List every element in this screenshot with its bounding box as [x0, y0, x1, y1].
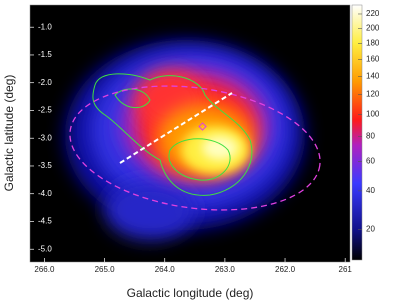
colorbar-tick-label: 120 [366, 90, 380, 99]
colorbar-tick-label: 40 [366, 186, 375, 195]
colorbar-tick-label: 200 [366, 23, 380, 32]
colorbar-tick-label: 160 [366, 54, 380, 63]
colorbar-tick-label: 60 [366, 156, 375, 165]
image-frame [29, 4, 351, 263]
x-tick-label: 264.0 [155, 265, 176, 274]
colorbar [351, 4, 363, 261]
profile-line [119, 92, 233, 164]
y-tick-label: -2.0 [38, 78, 52, 87]
x-tick-label: 261 [339, 265, 353, 274]
y-tick-label: -3.0 [38, 133, 52, 142]
colorbar-tick-label: 140 [366, 71, 380, 80]
contour [92, 73, 253, 196]
x-tick-label: 262.0 [275, 265, 296, 274]
x-tick-label: 266.0 [34, 265, 55, 274]
x-tick-label: 263.0 [215, 265, 236, 274]
colorbar-tick-label: 100 [366, 110, 380, 119]
y-axis-label: Galactic latitude (deg) [2, 75, 16, 192]
y-tick-label: -2.5 [38, 106, 52, 115]
y-tick-label: -5.0 [38, 244, 52, 253]
x-tick-label: 265.0 [95, 265, 116, 274]
y-tick-label: -4.0 [38, 189, 52, 198]
contour [168, 138, 231, 181]
y-tick-label: -4.5 [38, 217, 52, 226]
y-tick-label: -3.5 [38, 161, 52, 170]
y-tick-label: -1.0 [38, 22, 52, 31]
heatmap [65, 40, 321, 240]
colorbar-tick-label: 180 [366, 39, 380, 48]
marker [198, 122, 207, 131]
region-ellipse [69, 85, 321, 211]
colorbar-tick-label: 80 [366, 132, 375, 141]
y-tick-label: -1.5 [38, 50, 52, 59]
colorbar-tick-label: 20 [366, 225, 375, 234]
x-axis-label: Galactic longitude (deg) [127, 286, 254, 300]
colorbar-tick-label: 220 [366, 9, 380, 18]
